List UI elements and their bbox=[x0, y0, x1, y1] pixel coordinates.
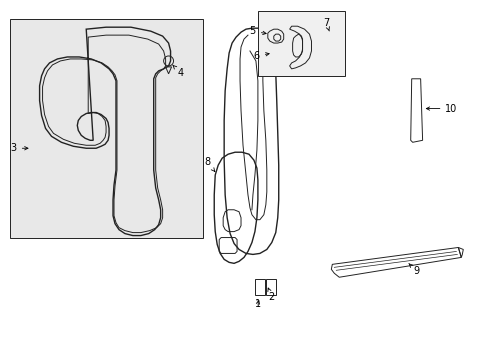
Text: 4: 4 bbox=[172, 65, 183, 78]
Text: 7: 7 bbox=[323, 18, 329, 31]
Text: 5: 5 bbox=[249, 26, 265, 36]
Text: 6: 6 bbox=[253, 51, 268, 61]
Text: 3: 3 bbox=[11, 143, 28, 153]
Bar bbox=[257, 11, 345, 76]
Text: 10: 10 bbox=[426, 104, 457, 113]
Text: 8: 8 bbox=[204, 157, 215, 172]
Text: 1: 1 bbox=[254, 299, 261, 309]
Text: 2: 2 bbox=[267, 288, 274, 302]
Bar bbox=[10, 19, 203, 238]
Text: 9: 9 bbox=[408, 264, 419, 276]
